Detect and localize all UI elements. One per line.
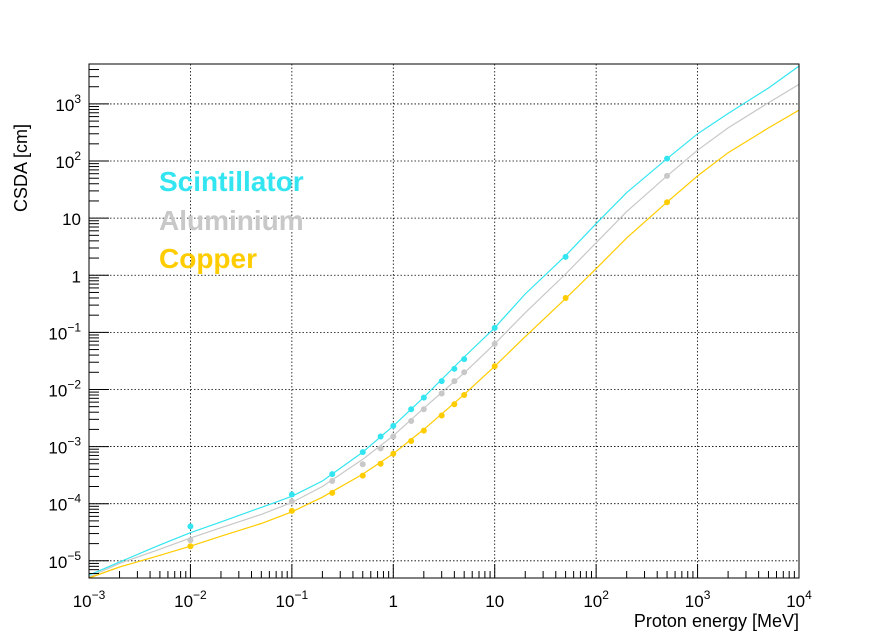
- x-tick-label: 102: [583, 588, 609, 611]
- data-point-aluminium: [329, 477, 336, 484]
- data-point-copper: [408, 438, 415, 445]
- data-point-copper: [491, 363, 498, 370]
- x-tick-label: 10−2: [174, 588, 207, 611]
- y-tick-label: 10−3: [48, 435, 81, 458]
- y-tick-label: 10−4: [48, 492, 81, 515]
- x-tick-label: 104: [786, 588, 812, 611]
- data-point-aluminium: [187, 537, 194, 544]
- data-point-scintillator: [187, 523, 194, 530]
- data-point-scintillator: [390, 422, 397, 429]
- x-tick-label: 103: [685, 588, 711, 611]
- tick-labels: 10−3 10−2 10−1 1 10 102 103 104 10−5 10−4 10−3 10−2…: [48, 92, 812, 611]
- y-tick-label: 10−1: [48, 320, 81, 343]
- data-point-scintillator: [329, 471, 336, 478]
- y-tick-label: 103: [55, 92, 81, 115]
- data-point-scintillator: [288, 491, 295, 498]
- legend-entry-aluminium: Aluminium: [159, 205, 304, 236]
- legend-entry-copper: Copper: [159, 243, 257, 274]
- x-tick-label: 1: [389, 592, 398, 611]
- data-point-copper: [664, 199, 671, 206]
- data-point-scintillator: [451, 365, 458, 372]
- data-point-aluminium: [359, 461, 366, 468]
- data-point-aluminium: [390, 433, 397, 440]
- plot-frame: [88, 63, 800, 579]
- data-point-aluminium: [420, 406, 427, 413]
- x-tick-label: 10−1: [276, 588, 309, 611]
- data-point-copper: [438, 412, 445, 419]
- data-point-scintillator: [408, 406, 415, 413]
- data-point-scintillator: [377, 433, 384, 440]
- series-layer: [88, 65, 800, 579]
- data-point-copper: [451, 401, 458, 408]
- data-point-scintillator: [359, 449, 366, 456]
- series-line-aluminium: [88, 83, 800, 578]
- data-point-aluminium: [288, 498, 295, 505]
- axis-ticks: [88, 69, 800, 578]
- series-line-copper: [88, 109, 800, 579]
- data-point-copper: [329, 489, 336, 496]
- y-tick-label: 1: [72, 267, 81, 286]
- series-line-scintillator: [88, 65, 800, 576]
- legend: Scintillator Aluminium Copper: [159, 166, 304, 274]
- data-point-copper: [288, 507, 295, 514]
- data-point-aluminium: [451, 378, 458, 385]
- data-point-aluminium: [461, 369, 468, 376]
- y-axis-title: CSDA [cm]: [11, 124, 31, 212]
- data-point-scintillator: [491, 324, 498, 331]
- data-point-copper: [390, 450, 397, 457]
- data-point-copper: [359, 472, 366, 479]
- x-tick-label: 10: [485, 592, 504, 611]
- data-point-aluminium: [408, 418, 415, 425]
- data-point-copper: [461, 392, 468, 399]
- data-point-copper: [562, 294, 569, 301]
- y-tick-label: 10−5: [48, 549, 81, 572]
- data-point-aluminium: [438, 390, 445, 397]
- data-point-aluminium: [377, 445, 384, 452]
- data-point-copper: [377, 460, 384, 467]
- legend-entry-scintillator: Scintillator: [159, 166, 304, 197]
- data-point-scintillator: [562, 253, 569, 260]
- data-point-scintillator: [438, 378, 445, 385]
- data-point-aluminium: [664, 172, 671, 179]
- y-tick-label: 10−2: [48, 377, 81, 400]
- data-point-aluminium: [491, 340, 498, 347]
- data-point-scintillator: [420, 394, 427, 401]
- data-point-scintillator: [461, 356, 468, 363]
- y-tick-label: 10: [62, 210, 81, 229]
- plot-background: [89, 64, 799, 578]
- x-axis-title: Proton energy [MeV]: [634, 611, 799, 631]
- data-point-copper: [420, 427, 427, 434]
- y-tick-label: 102: [55, 149, 81, 172]
- x-tick-label: 10−3: [73, 588, 106, 611]
- data-point-scintillator: [664, 155, 671, 162]
- data-point-copper: [187, 543, 194, 550]
